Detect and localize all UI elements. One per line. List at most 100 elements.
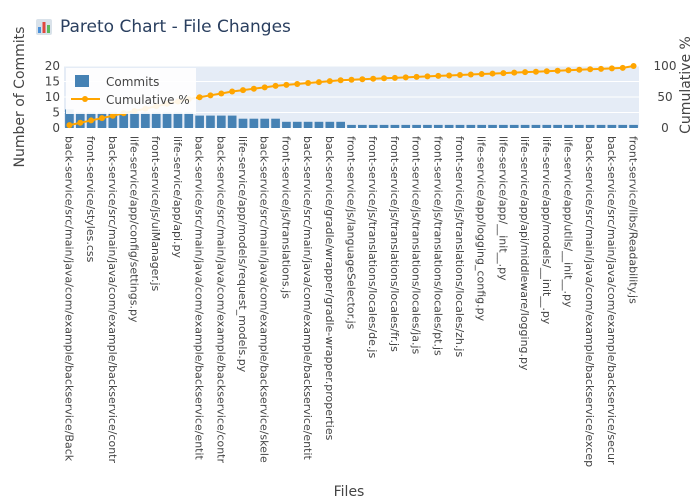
cumulative-point <box>608 65 615 72</box>
commit-bar <box>184 112 194 128</box>
cumulative-point <box>196 94 203 101</box>
cumulative-point <box>576 66 583 73</box>
cumulative-point <box>391 74 398 81</box>
cumulative-point <box>402 74 409 81</box>
cumulative-point <box>565 67 572 74</box>
cumulative-point <box>456 71 463 78</box>
y2-tick-label: 50 <box>657 90 672 104</box>
commit-bar <box>574 124 584 128</box>
cumulative-point <box>598 65 605 72</box>
x-tick-label: front-service/js/translations/locales/zh… <box>453 136 466 357</box>
cumulative-point <box>77 119 84 126</box>
x-tick-label: front-service/styles.css <box>84 136 97 263</box>
chart-title-text: Pareto Chart - File Changes <box>60 17 291 37</box>
cumulative-point <box>207 92 214 99</box>
cumulative-point <box>218 90 225 97</box>
legend-label-commits: Commits <box>106 75 159 89</box>
cumulative-point <box>283 81 290 88</box>
x-tick-label: front-service/js/translations.js <box>279 136 292 299</box>
y2-tick-label: 100 <box>654 59 677 73</box>
x-tick-label: back-service/src/main/java/com/example/b… <box>301 136 314 461</box>
commit-bar <box>509 124 519 128</box>
y-tick-label: 20 <box>45 59 60 73</box>
chart-title: Pareto Chart - File Changes <box>36 14 291 40</box>
x-axis-title: Files <box>334 484 365 500</box>
cumulative-point <box>446 72 453 79</box>
x-tick-label: life-service/app/logging_config.py <box>475 136 488 322</box>
commit-bar <box>65 109 74 128</box>
commit-bar <box>423 124 432 128</box>
cumulative-point <box>337 77 344 84</box>
cumulative-point <box>543 68 550 75</box>
x-tick-label: back-service/src/main/java/com/example/b… <box>214 136 227 463</box>
commit-bar <box>466 124 476 128</box>
commit-bar <box>629 124 638 128</box>
bar-chart-icon <box>36 19 52 35</box>
commit-bar <box>216 115 226 128</box>
y-tick-label: 15 <box>45 75 60 89</box>
x-tick-label: front-service/js/translations/locales/fr… <box>388 136 401 352</box>
commit-bar <box>325 121 335 128</box>
commit-bar <box>282 121 291 128</box>
x-tick-label: back-service/gradle/wrapper/gradle-wrapp… <box>323 136 336 441</box>
cumulative-point <box>98 115 105 122</box>
commit-bar <box>585 124 595 128</box>
commit-bar <box>141 112 150 128</box>
legend-swatch-commits <box>75 75 89 87</box>
commit-bar <box>292 121 302 128</box>
x-tick-label: life-service/app/config/settings.py <box>128 136 141 323</box>
cumulative-point <box>229 88 236 95</box>
cumulative-point <box>315 79 322 86</box>
commit-bar <box>227 115 237 128</box>
cumulative-point <box>435 72 442 79</box>
commit-bar <box>553 124 562 128</box>
commit-bar <box>260 118 270 128</box>
commit-bar <box>130 112 139 128</box>
cumulative-point <box>348 76 355 83</box>
cumulative-point <box>359 76 366 83</box>
y2-axis-title: Cumulative % <box>678 36 694 134</box>
cumulative-point <box>66 122 73 129</box>
cumulative-point <box>489 70 496 77</box>
commit-bar <box>607 124 617 128</box>
commit-bar <box>488 124 497 128</box>
commit-bar <box>618 124 628 128</box>
x-tick-label: life-service/app/models/request_models.p… <box>236 136 249 373</box>
legend-marker-cumulative <box>82 96 88 102</box>
x-tick-label: front-service/js/translations/locales/ja… <box>410 136 423 355</box>
cumulative-point <box>522 69 529 76</box>
commit-bar <box>390 124 400 128</box>
commit-bar <box>108 112 118 128</box>
commit-bar <box>173 112 183 128</box>
y2-tick-label: 0 <box>661 121 669 135</box>
x-tick-label: front-service/js/translations/locales/de… <box>366 136 379 358</box>
commit-bar <box>195 115 204 128</box>
cumulative-point <box>619 64 626 71</box>
legend-label-cumulative: Cumulative % <box>106 93 190 107</box>
cumulative-point <box>424 73 431 80</box>
commit-bar <box>531 124 541 128</box>
commit-bar <box>401 124 411 128</box>
y-tick-label: 5 <box>52 106 60 120</box>
cumulative-point <box>326 78 333 85</box>
commit-bar <box>564 124 573 128</box>
x-tick-label: front-service/js/translations/locales/pt… <box>431 136 444 356</box>
commit-bar <box>477 124 487 128</box>
y-tick-label: 0 <box>52 121 60 135</box>
x-tick-label: back-service/src/main/java/com/example/b… <box>106 136 119 463</box>
y-axis-title: Number of Commits <box>12 27 28 168</box>
cumulative-point <box>478 71 485 78</box>
commit-bar <box>499 124 508 128</box>
cumulative-point <box>554 67 561 74</box>
x-tick-label: front-service/js/languageSelector.js <box>345 136 358 330</box>
x-tick-label: life-service/app/utils/__init__.py <box>561 136 574 308</box>
commit-bar <box>238 118 248 128</box>
cumulative-point <box>250 85 257 92</box>
commit-bar <box>206 115 215 128</box>
cumulative-point <box>587 66 594 73</box>
x-tick-label: front-service/js/uiManager.js <box>149 136 162 292</box>
cumulative-point <box>511 69 518 76</box>
cumulative-point <box>294 80 301 87</box>
commit-bar <box>455 124 465 128</box>
